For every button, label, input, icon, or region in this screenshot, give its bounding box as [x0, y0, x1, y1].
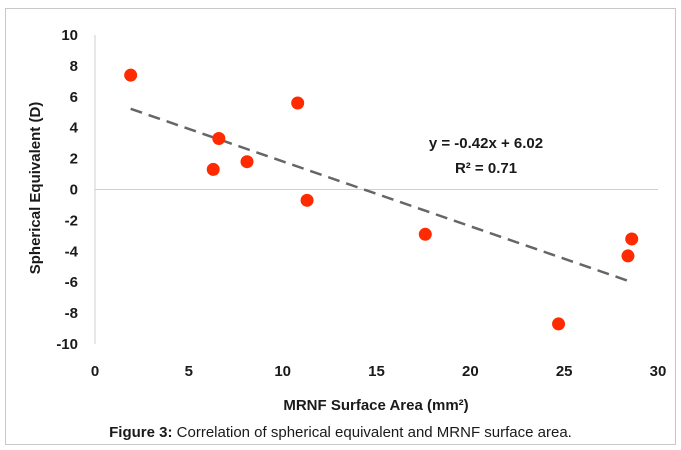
data-point [625, 232, 639, 246]
x-tick-label: 20 [462, 363, 479, 380]
x-tick-label: 25 [556, 363, 573, 380]
trendline [130, 107, 633, 284]
x-tick-labels: 0 5 10 15 20 25 30 [91, 363, 667, 380]
y-tick-label: 4 [70, 120, 79, 137]
data-point [300, 193, 314, 207]
x-tick-label: 15 [368, 363, 385, 380]
x-tick-label: 30 [650, 363, 667, 380]
data-point [240, 155, 254, 169]
y-tick-labels: 10 8 6 4 2 0 -2 -4 -6 -8 -10 [56, 27, 78, 353]
y-tick-label: 2 [70, 151, 78, 168]
x-tick-label: 0 [91, 363, 99, 380]
caption-text: Correlation of spherical equivalent and … [172, 424, 572, 441]
figure-caption: Figure 3: Correlation of spherical equiv… [0, 424, 681, 441]
data-point [206, 162, 220, 176]
data-point [621, 249, 635, 263]
data-points [124, 68, 639, 331]
y-tick-label: -2 [65, 212, 78, 229]
data-point [291, 96, 305, 110]
data-point [212, 132, 226, 146]
r-squared-annotation: R² = 0.71 [455, 160, 517, 177]
y-tick-label: -8 [65, 305, 78, 322]
y-axis-title: Spherical Equivalent (D) [27, 102, 44, 275]
y-tick-label: -4 [65, 243, 79, 260]
y-tick-label: -10 [56, 336, 78, 353]
equation-annotation: y = -0.42x + 6.02 [429, 135, 543, 152]
x-tick-label: 10 [274, 363, 291, 380]
y-tick-label: -6 [65, 274, 78, 291]
y-tick-label: 0 [70, 182, 78, 199]
x-axis-title: MRNF Surface Area (mm²) [283, 397, 468, 414]
data-point [418, 227, 432, 241]
data-point [552, 317, 566, 331]
y-tick-label: 6 [70, 89, 78, 106]
chart-frame [5, 8, 676, 445]
x-tick-label: 5 [185, 363, 193, 380]
caption-label: Figure 3: [109, 424, 173, 441]
axes [94, 35, 658, 344]
y-tick-label: 8 [70, 58, 78, 75]
data-point [124, 68, 138, 82]
y-tick-label: 10 [61, 27, 78, 44]
